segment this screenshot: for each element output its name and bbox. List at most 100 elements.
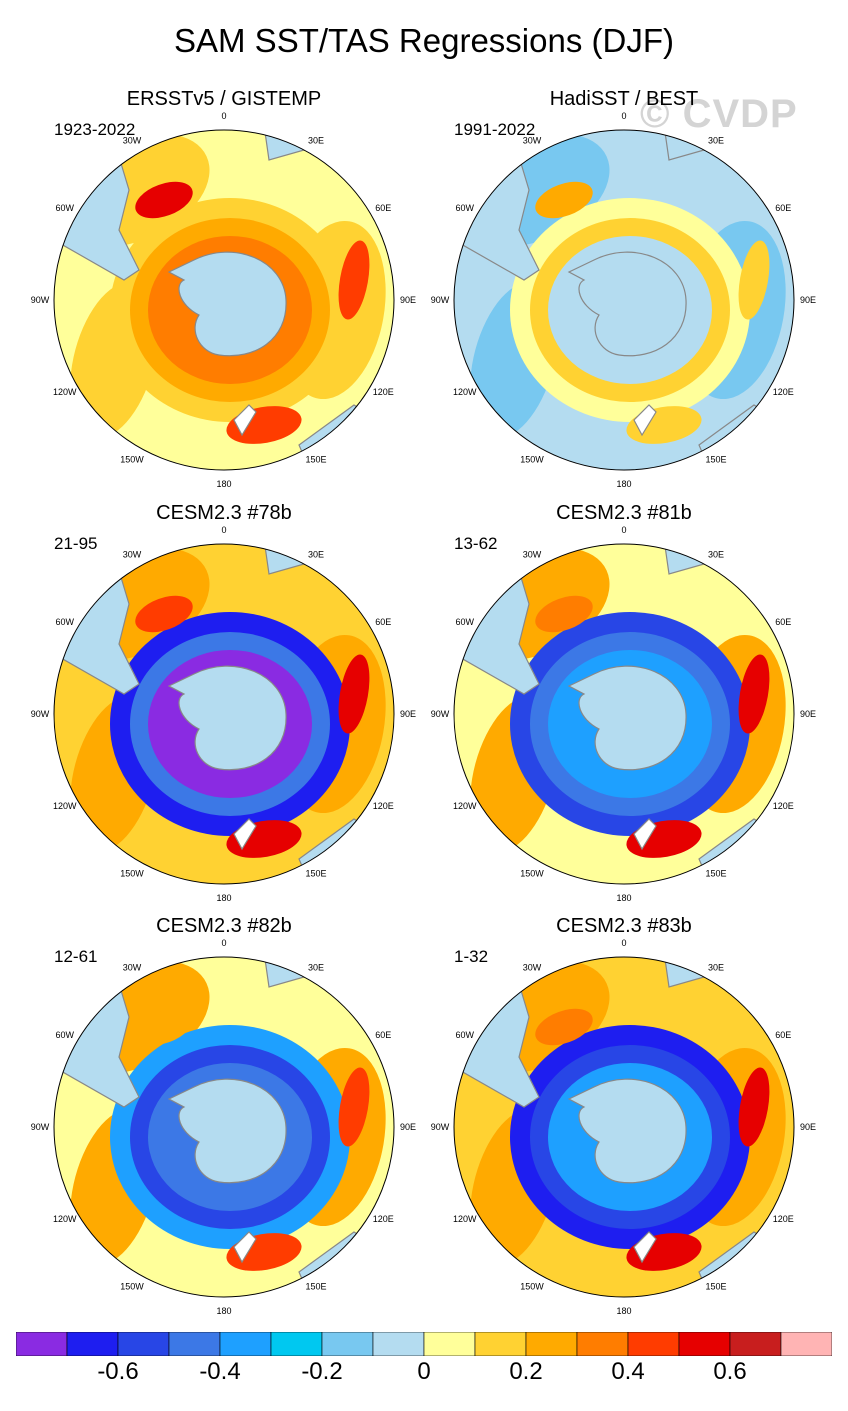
longitude-label: 60E [775, 1030, 791, 1040]
longitude-label: 150E [305, 868, 326, 878]
longitude-label: 30W [523, 963, 542, 973]
polar-map: 0 30E 60E 90E 120E 150E 180 150W 120W 90W 60W 30W [31, 938, 416, 1316]
longitude-label: 0 [221, 111, 226, 121]
longitude-label: 60E [375, 617, 391, 627]
longitude-label: 180 [616, 1306, 631, 1316]
longitude-label: 90W [431, 709, 450, 719]
longitude-label: 60E [775, 203, 791, 213]
panel-period: 12-61 [54, 947, 98, 966]
figure-title: SAM SST/TAS Regressions (DJF) [174, 22, 674, 59]
colorbar-label: 0.4 [611, 1358, 645, 1385]
map-panel: 0 30E 60E 90E 120E 150E 180 150W 120W 90W 60W 30W CE… [12, 502, 436, 922]
longitude-label: 60W [55, 1030, 74, 1040]
anomaly-spot [738, 1067, 770, 1147]
longitude-label: 60E [775, 617, 791, 627]
panel-title: CESM2.3 #83b [556, 915, 692, 937]
longitude-label: 30E [308, 136, 324, 146]
longitude-label: 180 [616, 479, 631, 489]
antarctica-land [167, 665, 287, 771]
new-zealand-land [233, 404, 257, 437]
longitude-label: 120E [373, 387, 394, 397]
map-panel: 0 30E 60E 90E 120E 150E 180 150W 120W 90W 60W 30W CE… [412, 502, 836, 922]
longitude-label: 120E [373, 801, 394, 811]
longitude-label: 30W [123, 136, 142, 146]
longitude-label: 180 [216, 1306, 231, 1316]
colorbar [16, 1332, 832, 1356]
anomaly-spot [535, 181, 593, 219]
antarctica-land [567, 1078, 687, 1184]
colorbar-label: 0 [417, 1358, 431, 1385]
longitude-label: 150W [120, 1281, 144, 1291]
colorbar-label: -0.6 [97, 1358, 139, 1385]
longitude-label: 120W [53, 801, 77, 811]
panel-period: 21-95 [54, 534, 98, 553]
panel-title: ERSSTv5 / GISTEMP [126, 88, 322, 110]
longitude-label: 0 [621, 111, 626, 121]
longitude-label: 180 [216, 479, 231, 489]
anomaly-spot [338, 654, 370, 734]
colorbar-segment [270, 1332, 323, 1356]
longitude-label: 90E [400, 295, 416, 305]
anomaly-spot [535, 595, 593, 633]
longitude-label: 120W [53, 1214, 77, 1224]
new-zealand-land [233, 818, 257, 851]
panel-period: 1-32 [454, 947, 489, 966]
longitude-label: 0 [621, 525, 626, 535]
map-border [53, 543, 395, 885]
colorbar-segment [474, 1332, 527, 1356]
colorbar-segment [678, 1332, 731, 1356]
longitude-label: 30W [523, 136, 542, 146]
longitude-label: 150E [705, 454, 726, 464]
longitude-label: 90W [31, 709, 50, 719]
panel-title: CESM2.3 #82b [156, 915, 292, 937]
longitude-label: 180 [616, 893, 631, 903]
new-zealand-land [633, 818, 657, 851]
longitude-label: 60W [455, 617, 474, 627]
longitude-label: 120E [773, 387, 794, 397]
antarctica-land [567, 251, 687, 357]
colorbar-label: -0.4 [199, 1358, 241, 1385]
colorbar-segment [168, 1332, 221, 1356]
longitude-label: 30E [308, 550, 324, 560]
longitude-label: 30E [708, 963, 724, 973]
longitude-label: 90W [431, 1122, 450, 1132]
longitude-label: 30W [123, 963, 142, 973]
colorbar-segment [117, 1332, 170, 1356]
panel-period: 1923-2022 [54, 120, 136, 139]
longitude-label: 60W [55, 203, 74, 213]
longitude-label: 90W [31, 1122, 50, 1132]
anomaly-spot [535, 1008, 593, 1046]
longitude-label: 30E [708, 550, 724, 560]
map-border [53, 956, 395, 1298]
longitude-label: 90E [400, 709, 416, 719]
colorbar-segment [423, 1332, 476, 1356]
polar-map: 0 30E 60E 90E 120E 150E 180 150W 120W 90W 60W 30W [31, 525, 416, 903]
map-panel: 0 30E 60E 90E 120E 150E 180 150W 120W 90W 60W 30W Ha… [412, 88, 836, 508]
longitude-label: 120W [453, 801, 477, 811]
colorbar-segment [576, 1332, 629, 1356]
longitude-label: 90E [800, 1122, 816, 1132]
longitude-label: 90E [800, 295, 816, 305]
longitude-label: 150W [120, 454, 144, 464]
longitude-label: 120W [53, 387, 77, 397]
anomaly-spot [338, 240, 370, 320]
panel-period: 1991-2022 [454, 120, 536, 139]
longitude-label: 150W [120, 868, 144, 878]
anomaly-spot [738, 654, 770, 734]
colorbar-segment [627, 1332, 680, 1356]
longitude-label: 60E [375, 203, 391, 213]
colorbar-segment [729, 1332, 782, 1356]
antarctica-land [567, 665, 687, 771]
polar-map: 0 30E 60E 90E 120E 150E 180 150W 120W 90W 60W 30W [31, 111, 416, 489]
map-border [453, 956, 795, 1298]
longitude-label: 120E [373, 1214, 394, 1224]
panel-title: CESM2.3 #78b [156, 502, 292, 524]
longitude-label: 120E [773, 801, 794, 811]
colorbar-segment [66, 1332, 119, 1356]
longitude-label: 60W [55, 617, 74, 627]
longitude-label: 120E [773, 1214, 794, 1224]
longitude-label: 150W [520, 1281, 544, 1291]
longitude-label: 0 [221, 938, 226, 948]
longitude-label: 90E [800, 709, 816, 719]
map-panel: 0 30E 60E 90E 120E 150E 180 150W 120W 90W 60W 30W CE… [12, 915, 436, 1335]
